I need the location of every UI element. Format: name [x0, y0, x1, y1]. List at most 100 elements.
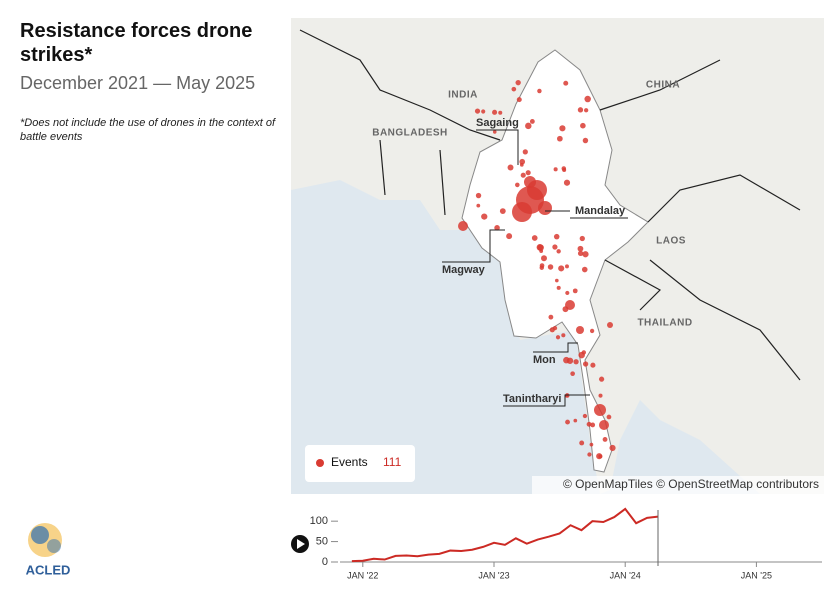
event-dot	[515, 182, 520, 188]
event-dot	[474, 108, 481, 114]
event-dot	[572, 288, 578, 294]
event-dot	[561, 166, 567, 171]
event-cluster	[512, 202, 532, 222]
country-label: THAILAND	[637, 318, 692, 329]
event-dot	[565, 290, 570, 296]
event-dot	[606, 414, 612, 420]
event-dot	[590, 422, 596, 428]
event-dot	[476, 203, 481, 208]
event-dot	[589, 328, 595, 334]
title: Resistance forces drone	[20, 20, 252, 42]
event-dot	[582, 413, 588, 419]
timeline-line	[351, 507, 659, 563]
event-dot	[562, 306, 569, 313]
event-dot	[536, 244, 544, 251]
title-line: Resistance forces drone strikes*	[20, 20, 252, 66]
event-dot	[579, 235, 585, 242]
event-dot	[519, 158, 526, 165]
event-dot	[525, 170, 531, 176]
event-cluster	[576, 326, 584, 334]
country-label: INDIA	[448, 90, 478, 101]
y-tick-label: 100	[310, 515, 328, 527]
event-dot	[586, 421, 592, 427]
event-dot	[556, 249, 561, 254]
logo-text: ACLED	[26, 562, 71, 577]
attribution: © OpenMapTiles © OpenStreetMap contribut…	[563, 477, 819, 491]
event-dot	[579, 440, 585, 446]
x-tick-label: JAN '22	[347, 570, 378, 580]
event-cluster	[599, 420, 609, 430]
event-dot	[561, 333, 566, 338]
region-label: Mandalay	[575, 205, 626, 217]
event-dot	[584, 95, 591, 103]
event-dot	[519, 162, 524, 167]
event-dot	[577, 107, 584, 113]
map	[291, 18, 824, 494]
event-dot	[555, 335, 561, 340]
event-dot	[531, 235, 538, 241]
event-dot	[522, 149, 528, 155]
event-dot	[559, 125, 566, 132]
event-dot	[552, 244, 558, 250]
event-cluster	[538, 201, 552, 215]
event-cluster	[458, 221, 468, 231]
borders	[299, 29, 801, 381]
event-dot	[580, 122, 586, 129]
attribution-bg	[532, 476, 824, 494]
event-dot	[525, 122, 532, 130]
logo: ACLED	[26, 523, 71, 577]
event-dot	[563, 179, 571, 186]
leader-line	[503, 394, 590, 407]
event-dot	[556, 285, 561, 290]
event-dot	[516, 97, 522, 103]
event-dot	[578, 351, 585, 359]
event-dot	[565, 264, 569, 269]
region-label: Sagaing	[476, 117, 519, 129]
x-tick-label: JAN '25	[741, 570, 772, 580]
event-dot	[573, 359, 579, 365]
event-dot	[475, 192, 482, 199]
event-dot	[520, 172, 526, 178]
play-icon	[297, 539, 305, 549]
leader-line	[442, 229, 505, 263]
event-dot	[587, 452, 592, 457]
region-label: Tanintharyi	[503, 393, 561, 405]
region-label: Mon	[533, 354, 556, 366]
event-dot	[554, 278, 559, 283]
event-dot	[498, 110, 503, 115]
event-dot	[565, 419, 570, 425]
country-label: LAOS	[656, 236, 686, 247]
event-cluster	[607, 322, 613, 328]
event-cluster	[594, 404, 606, 416]
event-dot	[529, 119, 535, 124]
event-dot	[563, 80, 569, 86]
event-dot	[583, 108, 589, 113]
country-label: CHINA	[646, 80, 680, 91]
event-dot	[541, 255, 547, 262]
subtitle: December 2021 — May 2025	[20, 73, 255, 93]
event-dot	[537, 88, 542, 94]
region-label: Magway	[442, 264, 486, 276]
event-dot	[515, 79, 521, 86]
note-box: *Does not include the use of drones in t…	[20, 117, 275, 143]
legend-label: Events	[331, 455, 368, 469]
event-dot	[494, 225, 500, 231]
event-dot	[481, 109, 486, 114]
leader-line	[545, 210, 628, 219]
event-dot	[558, 265, 565, 272]
event-cluster	[524, 176, 536, 188]
event-dot	[552, 325, 558, 331]
event-dot	[582, 251, 589, 258]
event-dot	[506, 233, 513, 240]
event-dot	[566, 357, 574, 364]
event-dot	[547, 264, 554, 270]
event-dot	[581, 266, 588, 273]
event-dot	[602, 437, 608, 442]
event-dot	[598, 393, 603, 398]
event-dot	[570, 371, 575, 377]
event-dot	[557, 135, 563, 142]
event-dot	[553, 233, 560, 240]
event-dot	[539, 263, 545, 268]
event-dot	[609, 444, 616, 452]
